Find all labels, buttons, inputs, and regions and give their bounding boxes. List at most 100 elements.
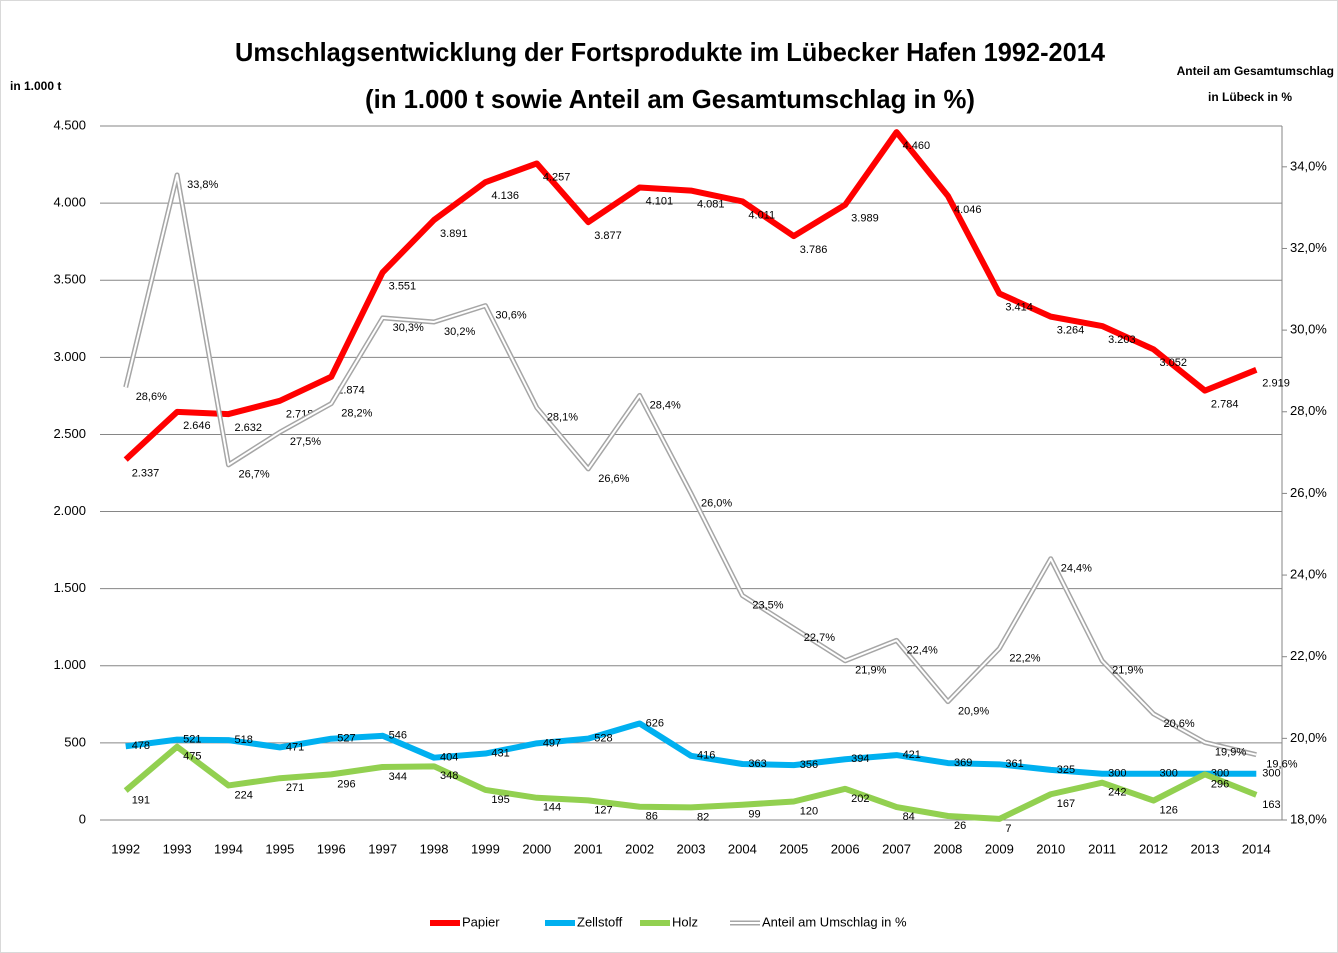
data-label: 19,6% xyxy=(1266,759,1297,771)
x-tick-label: 2006 xyxy=(831,841,860,856)
x-tick-label: 2003 xyxy=(677,841,706,856)
x-tick-label: 1998 xyxy=(420,841,449,856)
x-tick-label: 2012 xyxy=(1139,841,1168,856)
data-label: 127 xyxy=(594,804,612,816)
y2-tick-label: 18,0% xyxy=(1290,811,1327,826)
data-label: 22,4% xyxy=(907,644,938,656)
data-label: 3.891 xyxy=(440,228,468,240)
data-label: 30,3% xyxy=(393,322,424,334)
x-tick-label: 1993 xyxy=(163,841,192,856)
data-label: 120 xyxy=(800,805,818,817)
data-label: 528 xyxy=(594,732,612,744)
data-label: 3.052 xyxy=(1160,357,1188,369)
data-label: 527 xyxy=(337,733,355,745)
series-line xyxy=(123,129,1258,462)
data-label: 23,5% xyxy=(752,599,783,611)
data-label: 296 xyxy=(1211,778,1229,790)
x-tick-label: 1997 xyxy=(368,841,397,856)
data-label: 19,9% xyxy=(1215,746,1246,758)
data-label: 22,2% xyxy=(1009,652,1040,664)
y-tick-label: 2.500 xyxy=(53,426,86,441)
data-label: 361 xyxy=(1005,758,1023,770)
x-tick-label: 2000 xyxy=(522,841,551,856)
y-tick-label: 1.500 xyxy=(53,580,86,595)
data-label: 394 xyxy=(851,753,869,765)
data-label: 26 xyxy=(954,820,966,832)
data-label: 202 xyxy=(851,793,869,805)
data-label: 4.046 xyxy=(954,204,982,216)
legend-label: Zellstoff xyxy=(577,914,623,929)
chart-title: Umschlagsentwicklung der Fortsprodukte i… xyxy=(235,37,1106,67)
data-label: 300 xyxy=(1262,768,1280,780)
data-label: 404 xyxy=(440,752,458,764)
y2-tick-label: 24,0% xyxy=(1290,566,1327,581)
data-label: 3.989 xyxy=(851,213,879,225)
data-label: 191 xyxy=(132,794,150,806)
x-tick-label: 2004 xyxy=(728,841,757,856)
data-label: 478 xyxy=(132,740,150,752)
y-axis-label: in 1.000 t xyxy=(10,79,61,93)
data-label: 99 xyxy=(748,809,760,821)
data-label: 2.337 xyxy=(132,467,160,479)
x-tick-label: 1996 xyxy=(317,841,346,856)
data-label: 195 xyxy=(491,794,509,806)
data-label: 22,7% xyxy=(804,632,835,644)
data-label: 224 xyxy=(234,789,252,801)
data-label: 356 xyxy=(800,759,818,771)
series-line xyxy=(123,743,1258,822)
y2-tick-label: 28,0% xyxy=(1290,403,1327,418)
data-label: 296 xyxy=(337,778,355,790)
y2-tick-label: 26,0% xyxy=(1290,485,1327,500)
legend-label: Anteil am Umschlag in % xyxy=(762,914,907,929)
data-label: 4.101 xyxy=(646,195,674,207)
y-tick-label: 0 xyxy=(79,811,86,826)
data-label: 163 xyxy=(1262,799,1280,811)
data-label: 431 xyxy=(491,747,509,759)
data-label: 497 xyxy=(543,737,561,749)
x-tick-label: 2014 xyxy=(1242,841,1271,856)
data-label: 28,6% xyxy=(136,391,167,403)
data-label: 24,4% xyxy=(1061,563,1092,575)
data-label: 4.011 xyxy=(748,209,775,221)
data-label: 3.551 xyxy=(389,280,417,292)
series-line xyxy=(125,720,1257,777)
data-label: 3.877 xyxy=(594,230,622,242)
x-tick-label: 2013 xyxy=(1190,841,1219,856)
data-label: 126 xyxy=(1160,804,1178,816)
y-tick-label: 500 xyxy=(64,734,86,749)
legend-label: Papier xyxy=(462,914,500,929)
data-label: 26,0% xyxy=(701,497,732,509)
data-label: 26,6% xyxy=(598,473,629,485)
data-label: 3.264 xyxy=(1057,325,1085,337)
chart-subtitle: (in 1.000 t sowie Anteil am Gesamtumschl… xyxy=(365,84,975,114)
data-label: 475 xyxy=(183,751,201,763)
x-tick-label: 2001 xyxy=(574,841,603,856)
x-tick-label: 2009 xyxy=(985,841,1014,856)
x-tick-label: 2008 xyxy=(933,841,962,856)
y2-axis-label: in Lübeck in % xyxy=(1208,90,1292,104)
y2-tick-label: 32,0% xyxy=(1290,240,1327,255)
data-label: 2.646 xyxy=(183,420,211,432)
data-label: 167 xyxy=(1057,798,1075,810)
y2-tick-label: 30,0% xyxy=(1290,322,1327,337)
y2-axis-label: Anteil am Gesamtumschlag xyxy=(1177,64,1334,78)
data-label: 26,7% xyxy=(238,469,269,481)
data-label: 546 xyxy=(389,730,407,742)
data-label: 20,9% xyxy=(958,706,989,718)
x-tick-label: 1995 xyxy=(265,841,294,856)
data-label: 300 xyxy=(1160,768,1178,780)
data-label: 416 xyxy=(697,750,715,762)
y-tick-label: 3.500 xyxy=(53,272,86,287)
data-label: 30,6% xyxy=(495,310,526,322)
x-tick-label: 2005 xyxy=(779,841,808,856)
x-tick-label: 2010 xyxy=(1036,841,1065,856)
data-label: 4.136 xyxy=(491,190,519,202)
x-tick-label: 1992 xyxy=(111,841,140,856)
data-label: 363 xyxy=(748,758,766,770)
y-tick-label: 4.500 xyxy=(53,117,86,132)
data-label: 4.257 xyxy=(543,171,571,183)
data-label: 28,2% xyxy=(341,408,372,420)
y-tick-label: 1.000 xyxy=(53,657,86,672)
